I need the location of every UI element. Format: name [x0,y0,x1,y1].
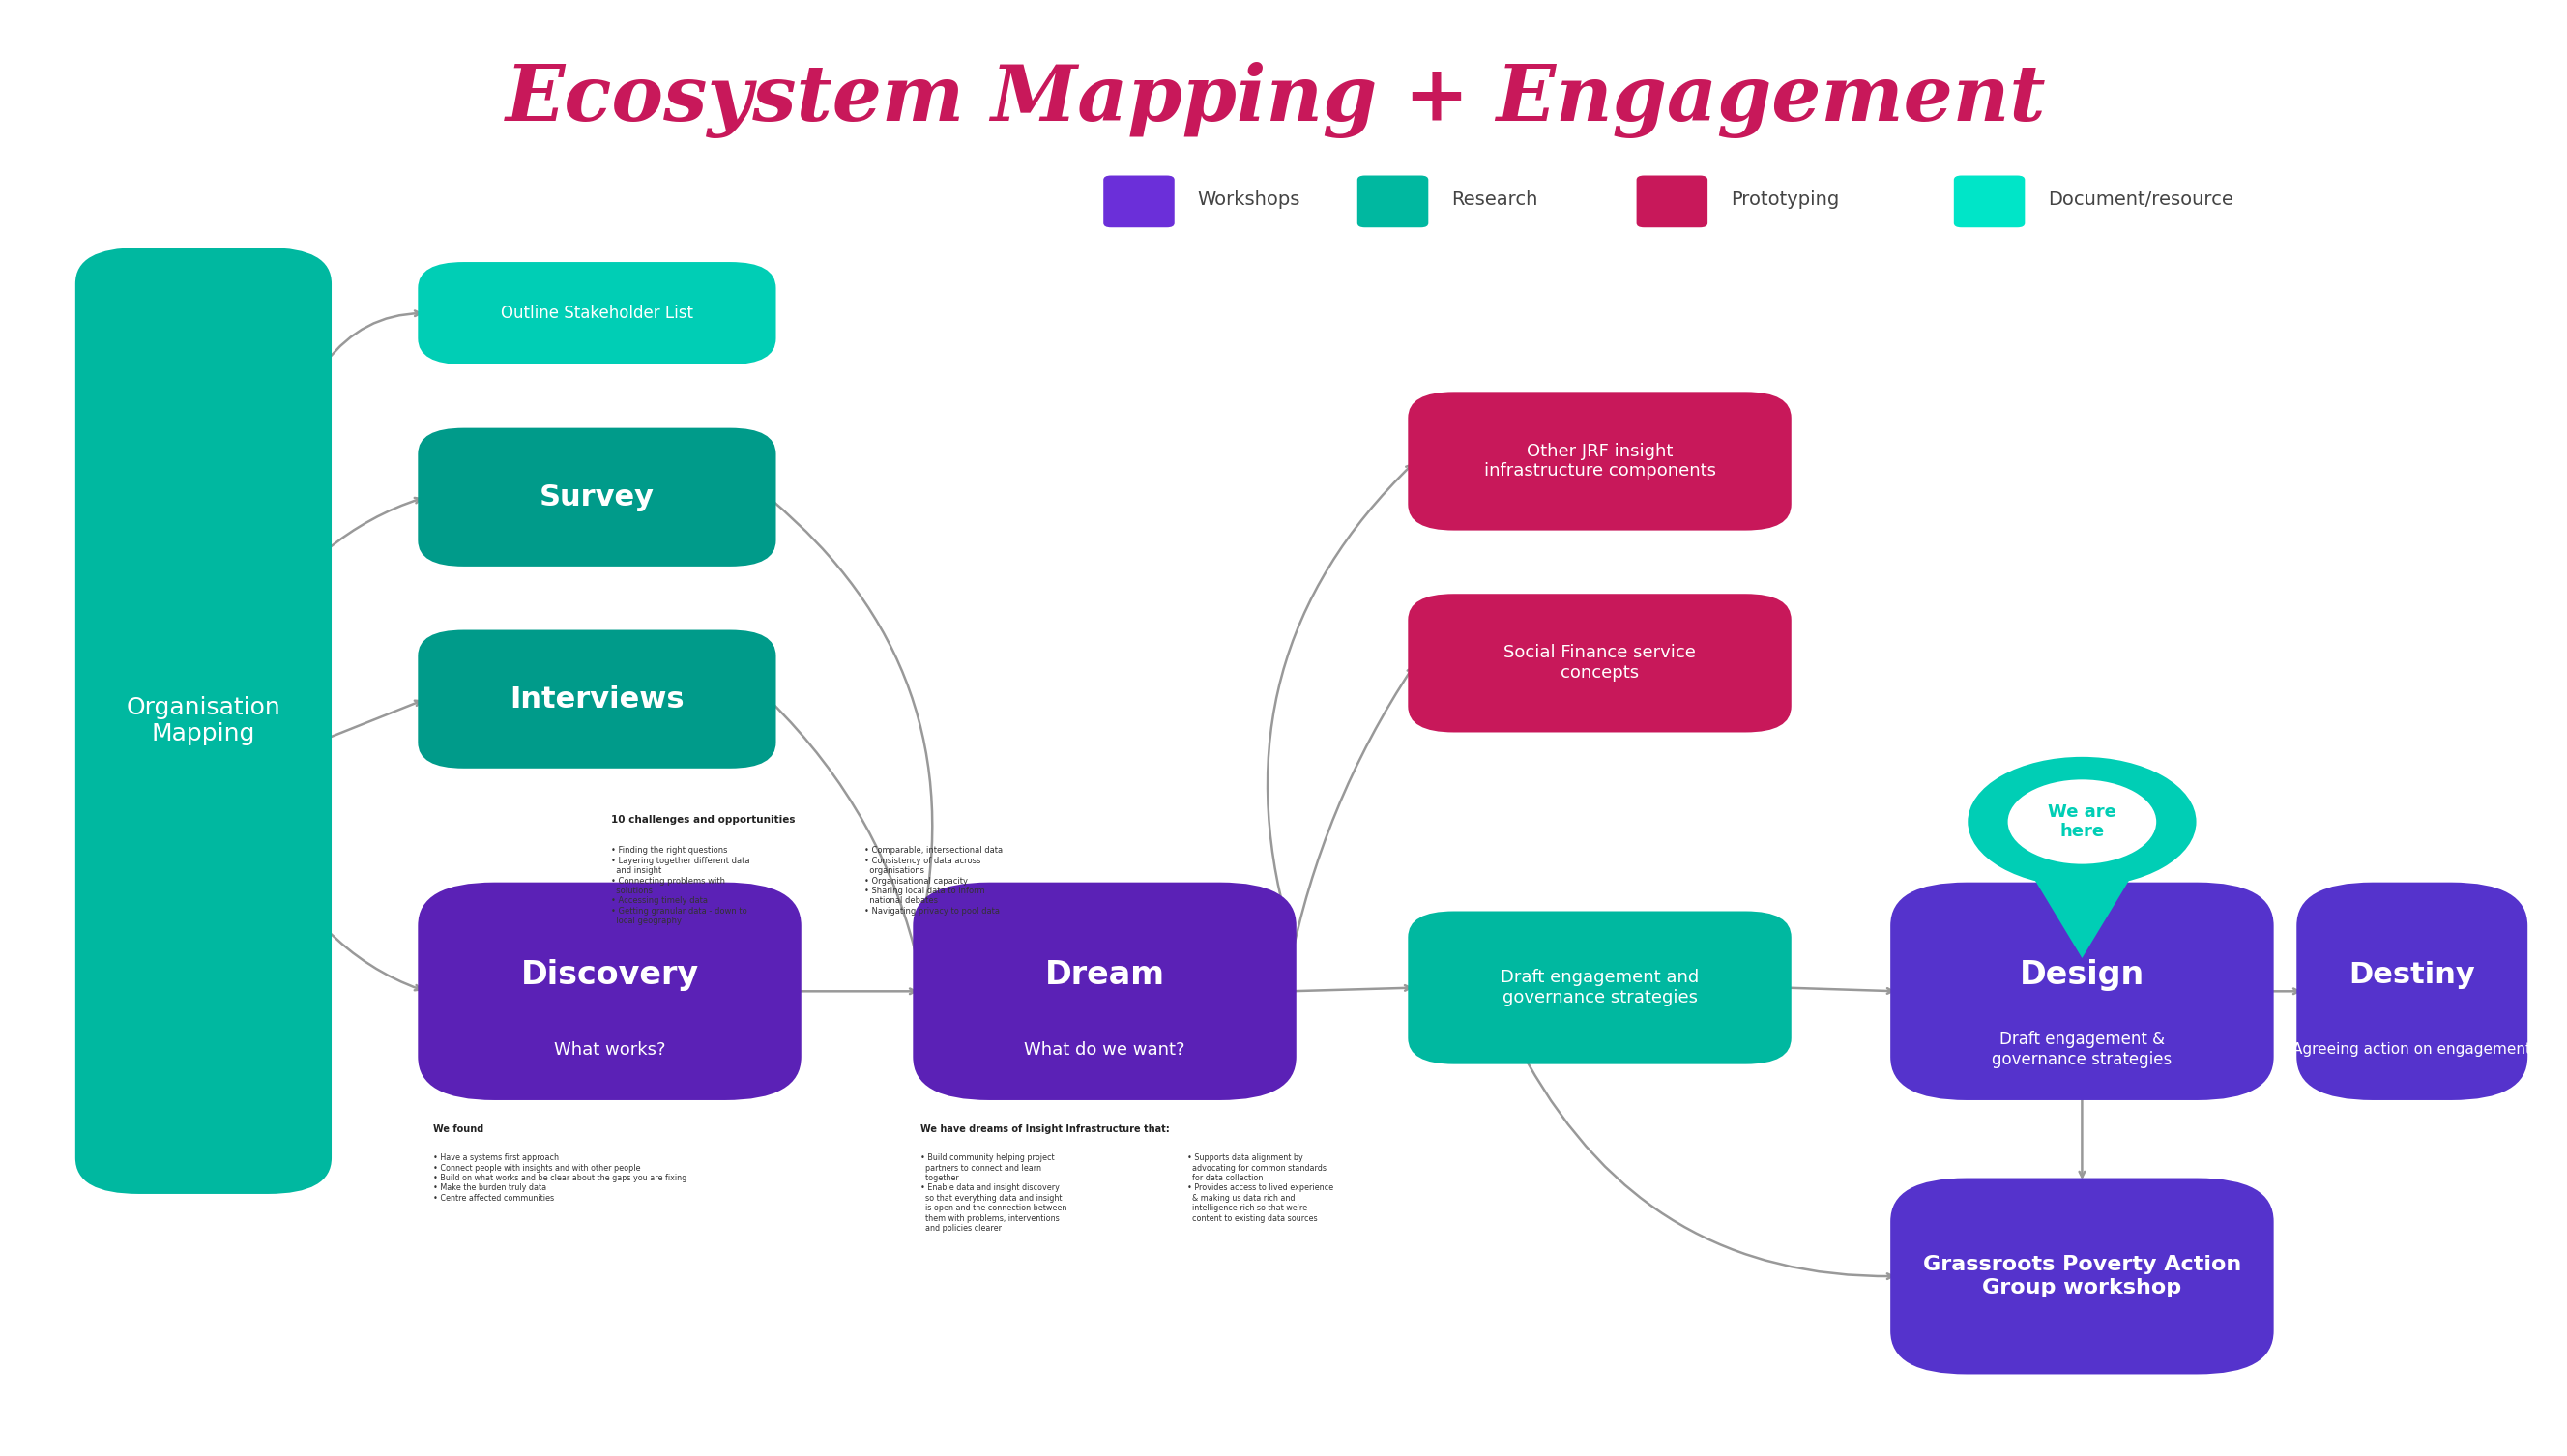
Text: • Comparable, intersectional data
• Consistency of data across
  organisations
•: • Comparable, intersectional data • Cons… [865,846,1004,916]
Text: Draft engagement and
governance strategies: Draft engagement and governance strategi… [1502,968,1699,1006]
Text: 10 challenges and opportunities: 10 challenges and opportunities [611,814,796,824]
Text: Ecosystem Mapping + Engagement: Ecosystem Mapping + Engagement [506,63,2046,138]
Text: We have dreams of Insight Infrastructure that:: We have dreams of Insight Infrastructure… [922,1124,1171,1134]
Text: Interviews: Interviews [511,686,685,713]
Text: Discovery: Discovery [521,958,698,990]
FancyBboxPatch shape [1889,882,2274,1101]
FancyBboxPatch shape [418,428,775,566]
Text: We found: We found [434,1124,483,1134]
FancyBboxPatch shape [418,262,775,364]
Text: Grassroots Poverty Action
Group workshop: Grassroots Poverty Action Group workshop [1923,1255,2241,1297]
Text: Draft engagement &
governance strategies: Draft engagement & governance strategies [1992,1031,2172,1069]
Text: Prototyping: Prototyping [1730,191,1838,210]
Text: We are
here: We are here [2048,804,2115,840]
Text: • Have a systems first approach
• Connect people with insights and with other pe: • Have a systems first approach • Connec… [434,1153,688,1203]
FancyBboxPatch shape [1409,594,1792,732]
Text: Workshops: Workshops [1196,191,1299,210]
Text: Design: Design [2020,958,2143,990]
Text: Destiny: Destiny [2349,961,2475,989]
FancyBboxPatch shape [1638,176,1707,227]
FancyBboxPatch shape [2297,882,2528,1101]
FancyBboxPatch shape [1409,392,1792,530]
FancyBboxPatch shape [1953,176,2025,227]
Text: Survey: Survey [539,483,655,511]
Text: What works?: What works? [554,1041,665,1059]
Text: What do we want?: What do we want? [1024,1041,1186,1059]
Text: Agreeing action on engagement: Agreeing action on engagement [2292,1042,2531,1057]
FancyBboxPatch shape [914,882,1296,1101]
Circle shape [1969,757,2197,887]
Text: Dream: Dream [1045,958,1165,990]
Text: Organisation
Mapping: Organisation Mapping [126,696,280,745]
FancyBboxPatch shape [1889,1178,2274,1374]
FancyBboxPatch shape [418,630,775,769]
Text: Research: Research [1450,191,1538,210]
FancyBboxPatch shape [1358,176,1427,227]
Text: Social Finance service
concepts: Social Finance service concepts [1504,645,1697,681]
Text: • Build community helping project
  partners to connect and learn
  together
• E: • Build community helping project partne… [922,1153,1068,1233]
FancyBboxPatch shape [1409,911,1792,1064]
FancyBboxPatch shape [74,248,331,1194]
Text: • Finding the right questions
• Layering together different data
  and insight
•: • Finding the right questions • Layering… [611,846,750,926]
Text: Outline Stakeholder List: Outline Stakeholder List [501,304,693,322]
Circle shape [2007,779,2156,863]
Polygon shape [2020,855,2146,958]
Text: Other JRF insight
infrastructure components: Other JRF insight infrastructure compone… [1484,443,1715,480]
FancyBboxPatch shape [418,882,801,1101]
Text: Document/resource: Document/resource [2048,191,2233,210]
Text: • Supports data alignment by
  advocating for common standards
  for data collec: • Supports data alignment by advocating … [1186,1153,1332,1223]
FancyBboxPatch shape [1104,176,1176,227]
